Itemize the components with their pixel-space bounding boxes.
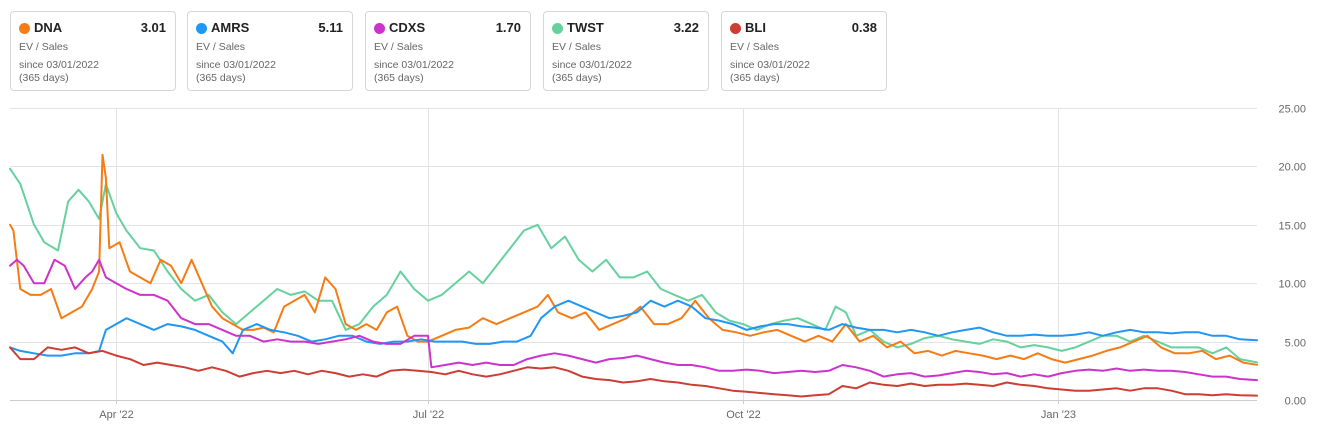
days-label: (365 days) bbox=[19, 72, 69, 84]
amrs-color-dot bbox=[196, 23, 207, 34]
metric-label: EV / Sales bbox=[552, 41, 602, 53]
twst-color-dot bbox=[552, 23, 563, 34]
x-tick-label: Jul '22 bbox=[413, 409, 444, 421]
series-line-amrs bbox=[9, 299, 1258, 357]
bli-color-dot bbox=[730, 23, 741, 34]
ticker-value: 5.11 bbox=[318, 20, 343, 35]
x-tick-label: Oct '22 bbox=[726, 409, 761, 421]
metric-label: EV / Sales bbox=[730, 41, 780, 53]
since-label: since 03/01/2022 bbox=[730, 59, 810, 71]
since-label: since 03/01/2022 bbox=[552, 59, 632, 71]
card-cdxs[interactable]: CDXS 1.70 EV / Sales since 03/01/2022 (3… bbox=[365, 11, 531, 91]
metric-label: EV / Sales bbox=[19, 41, 69, 53]
since-label: since 03/01/2022 bbox=[374, 59, 454, 71]
card-bli[interactable]: BLI 0.38 EV / Sales since 03/01/2022 (36… bbox=[721, 11, 887, 91]
ticker-label: AMRS bbox=[211, 20, 250, 35]
since-label: since 03/01/2022 bbox=[196, 59, 276, 71]
series-line-bli bbox=[9, 346, 1258, 398]
series-line-twst bbox=[9, 167, 1258, 364]
series-line-dna bbox=[9, 153, 1258, 366]
y-tick-label: 5.00 bbox=[1285, 338, 1306, 350]
y-tick-label: 0.00 bbox=[1285, 396, 1306, 408]
days-label: (365 days) bbox=[196, 72, 246, 84]
dna-color-dot bbox=[19, 23, 30, 34]
ticker-label: TWST bbox=[567, 20, 604, 35]
card-amrs[interactable]: AMRS 5.11 EV / Sales since 03/01/2022 (3… bbox=[187, 11, 353, 91]
ticker-value: 0.38 bbox=[851, 20, 877, 35]
since-label: since 03/01/2022 bbox=[19, 59, 99, 71]
ticker-label: CDXS bbox=[389, 20, 426, 35]
ticker-value: 3.22 bbox=[673, 20, 699, 35]
series-line-cdxs bbox=[9, 258, 1258, 382]
metric-label: EV / Sales bbox=[196, 41, 246, 53]
y-axis: 0.00 5.00 10.00 15.00 20.00 25.00 bbox=[1278, 104, 1306, 408]
ticker-value: 3.01 bbox=[140, 20, 166, 35]
y-tick-label: 25.00 bbox=[1278, 104, 1306, 116]
y-tick-label: 20.00 bbox=[1278, 162, 1306, 174]
days-label: (365 days) bbox=[730, 72, 780, 84]
ticker-label: DNA bbox=[34, 20, 63, 35]
cdxs-color-dot bbox=[374, 23, 385, 34]
card-twst[interactable]: TWST 3.22 EV / Sales since 03/01/2022 (3… bbox=[543, 11, 709, 91]
chart-series bbox=[9, 153, 1258, 398]
card-dna[interactable]: DNA 3.01 EV / Sales since 03/01/2022 (36… bbox=[10, 11, 176, 91]
ticker-label: BLI bbox=[745, 20, 766, 35]
ticker-value: 1.70 bbox=[495, 20, 521, 35]
x-axis: Apr '22 Jul '22 Oct '22 Jan '23 bbox=[10, 400, 1257, 421]
x-tick-label: Jan '23 bbox=[1041, 409, 1076, 421]
x-tick-label: Apr '22 bbox=[99, 409, 134, 421]
metric-label: EV / Sales bbox=[374, 41, 424, 53]
y-tick-label: 15.00 bbox=[1278, 221, 1306, 233]
days-label: (365 days) bbox=[374, 72, 424, 84]
y-tick-label: 10.00 bbox=[1278, 279, 1306, 291]
days-label: (365 days) bbox=[552, 72, 602, 84]
